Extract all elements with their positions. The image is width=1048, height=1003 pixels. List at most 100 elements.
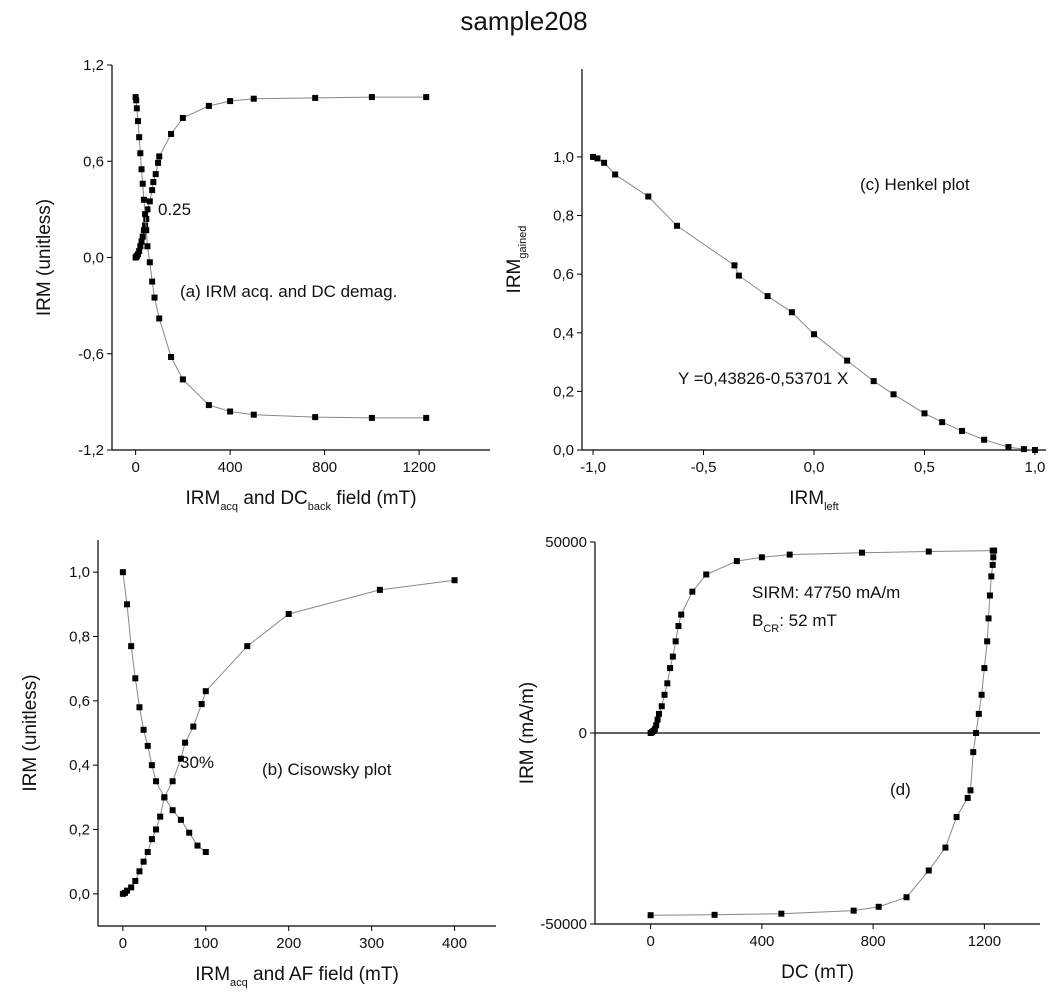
marker <box>711 911 718 918</box>
annotation: BCR: 52 mT <box>752 611 837 635</box>
marker <box>731 262 738 269</box>
x-tick-label: -1,0 <box>580 459 606 476</box>
marker <box>645 193 652 200</box>
x-tick-label: 100 <box>193 935 218 952</box>
series-line <box>592 156 1036 451</box>
x-tick-label: 200 <box>276 935 301 952</box>
marker <box>205 402 212 409</box>
marker <box>674 222 681 229</box>
marker <box>758 554 765 561</box>
x-axis-label-part: left <box>824 501 839 513</box>
annotation: SIRM: 47750 mA/m <box>752 583 900 602</box>
marker <box>953 814 960 821</box>
marker <box>647 912 654 919</box>
marker <box>423 414 430 421</box>
marker <box>973 730 980 736</box>
marker <box>651 726 658 733</box>
marker <box>661 691 668 698</box>
x-tick-label: 400 <box>442 935 467 952</box>
marker <box>975 710 982 717</box>
marker <box>988 573 995 580</box>
marker <box>136 704 143 711</box>
y-tick-label: 0,2 <box>553 383 574 400</box>
marker <box>194 842 201 849</box>
marker <box>119 569 126 576</box>
marker <box>128 884 135 891</box>
x-tick-label: 0,0 <box>804 459 825 476</box>
marker <box>844 357 851 364</box>
marker <box>139 233 146 240</box>
x-tick-label: -0,5 <box>691 459 717 476</box>
marker <box>128 643 135 650</box>
y-tick-label: 1,0 <box>69 564 90 581</box>
marker <box>133 97 140 104</box>
marker <box>667 665 674 672</box>
y-tick-label: 0,4 <box>553 325 574 342</box>
marker <box>921 410 928 417</box>
marker <box>179 376 186 383</box>
annotation: 30% <box>180 753 214 772</box>
y-tick-label: 0,0 <box>83 250 104 267</box>
marker <box>984 638 991 645</box>
y-axis-label-part: IRM (unitless) <box>34 199 55 316</box>
marker <box>925 548 932 555</box>
x-axis-label-part: acq <box>220 501 238 513</box>
marker <box>202 849 209 856</box>
annotation: Y =0,43826-0,53701 X <box>678 369 848 388</box>
marker <box>139 180 146 187</box>
y-axis-label: IRM (unitless) <box>34 199 55 316</box>
x-tick-label: 1200 <box>968 933 1001 950</box>
y-tick-label: 0,8 <box>553 208 574 225</box>
marker <box>153 778 160 785</box>
y-tick-label: 50000 <box>545 534 587 551</box>
marker <box>152 171 159 178</box>
marker <box>1020 446 1027 453</box>
marker <box>161 794 168 801</box>
marker <box>227 408 234 415</box>
x-axis-label-part: and DC <box>238 488 308 509</box>
x-axis-label-part: and AF field (mT) <box>248 964 399 985</box>
y-axis-label: IRM (unitless) <box>20 674 41 791</box>
x-tick-label: 1200 <box>402 459 435 476</box>
marker <box>132 877 139 884</box>
marker <box>601 159 608 166</box>
y-axis-label-part: gained <box>517 226 529 259</box>
marker <box>133 105 140 112</box>
annotation-part: Y =0,43826-0,53701 X <box>678 369 848 388</box>
annotation-part: SIRM: 47750 mA/m <box>752 583 900 602</box>
marker <box>137 150 144 157</box>
marker <box>612 171 619 178</box>
marker <box>134 251 141 258</box>
marker <box>942 844 949 851</box>
marker <box>250 411 257 418</box>
marker <box>981 665 988 672</box>
x-axis-label: IRMacq and DCback field (mT) <box>185 488 416 513</box>
x-axis-label-part: IRM <box>789 488 824 509</box>
marker <box>970 749 977 756</box>
marker <box>985 615 992 622</box>
y-axis-label-part: IRM (unitless) <box>20 674 41 791</box>
y-tick-label: 0,4 <box>69 757 90 774</box>
marker <box>168 130 175 137</box>
x-tick-label: 0,5 <box>914 459 935 476</box>
series-line <box>122 579 455 895</box>
marker <box>811 331 817 338</box>
annotation: (a) IRM acq. and DC demag. <box>180 282 397 301</box>
marker <box>451 577 458 584</box>
marker <box>925 867 932 874</box>
x-axis-label-part: back <box>308 501 332 513</box>
marker <box>149 278 156 285</box>
marker <box>143 216 150 222</box>
annotation-part: 0.25 <box>158 200 191 219</box>
marker <box>156 153 163 160</box>
marker <box>138 166 145 173</box>
marker <box>981 436 988 443</box>
marker <box>186 829 193 836</box>
marker <box>990 554 997 561</box>
marker <box>368 414 375 421</box>
y-tick-label: 1,2 <box>83 57 104 74</box>
marker <box>669 653 676 660</box>
y-tick-label: 0,6 <box>69 693 90 710</box>
marker <box>144 243 151 250</box>
marker <box>312 414 319 421</box>
